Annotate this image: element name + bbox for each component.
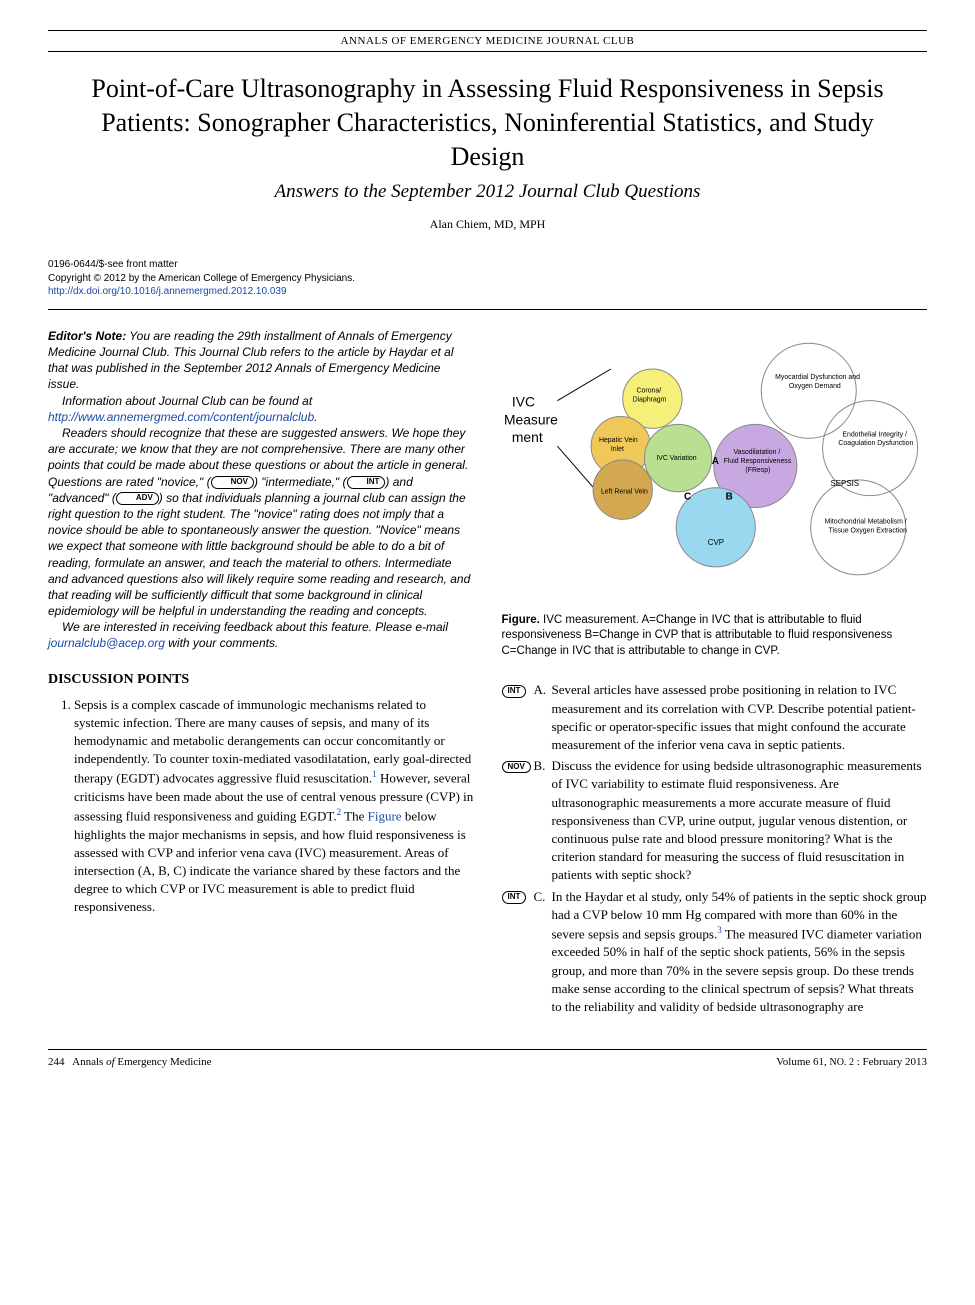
right-column: SEPSIS IVC Measure ment Corona/ Diaphrag… bbox=[502, 328, 928, 1019]
editors-note-p2b: . bbox=[314, 410, 317, 424]
svg-text:Endothelial Integrity /: Endothelial Integrity / bbox=[842, 431, 907, 438]
figure-diagram: SEPSIS IVC Measure ment Corona/ Diaphrag… bbox=[502, 328, 928, 598]
int-badge-a: INT bbox=[502, 685, 527, 697]
svg-text:Vasodilatation /: Vasodilatation / bbox=[733, 449, 780, 456]
svg-text:SEPSIS: SEPSIS bbox=[830, 479, 859, 488]
journal-club-link[interactable]: http://www.annemergmed.com/content/journ… bbox=[48, 410, 314, 424]
two-column-layout: Editor's Note: You are reading the 29th … bbox=[48, 328, 927, 1019]
footer-left: 244 Annals of Emergency Medicine bbox=[48, 1056, 212, 1068]
editors-note: Editor's Note: You are reading the 29th … bbox=[48, 328, 474, 652]
figure-caption-label: Figure. bbox=[502, 614, 540, 626]
journal-section-header: ANNALS OF EMERGENCY MEDICINE JOURNAL CLU… bbox=[48, 30, 927, 52]
svg-text:Oxygen Demand: Oxygen Demand bbox=[788, 383, 840, 390]
figure-caption-text: IVC measurement. A=Change in IVC that is… bbox=[502, 614, 893, 657]
figure-caption: Figure. IVC measurement. A=Change in IVC… bbox=[502, 613, 928, 660]
doi-link[interactable]: http://dx.doi.org/10.1016/j.annemergmed.… bbox=[48, 286, 287, 297]
svg-text:C: C bbox=[684, 492, 691, 503]
footer-right: Volume 61, NO. 2 : February 2013 bbox=[776, 1056, 927, 1068]
discussion-1c: The bbox=[341, 808, 367, 823]
svg-text:Mitochondrial Metabolism /: Mitochondrial Metabolism / bbox=[824, 518, 906, 525]
author-line: Alan Chiem, MD, MPH bbox=[48, 217, 927, 232]
int-badge: INT bbox=[347, 476, 386, 488]
left-column: Editor's Note: You are reading the 29th … bbox=[48, 328, 474, 1019]
editors-note-p4b: with your comments. bbox=[165, 636, 278, 650]
editors-note-p3b: ) "intermediate," ( bbox=[254, 475, 347, 489]
letter-c: C. bbox=[534, 888, 552, 1017]
journal-name-b: Emergency Medicine bbox=[117, 1056, 211, 1068]
svg-text:Inlet: Inlet bbox=[610, 446, 623, 453]
date: : February 2013 bbox=[854, 1056, 927, 1068]
svg-text:Myocardial Dysfunction and: Myocardial Dysfunction and bbox=[775, 374, 860, 381]
svg-text:Measure: Measure bbox=[503, 411, 557, 427]
text-c: In the Haydar et al study, only 54% of p… bbox=[552, 888, 928, 1017]
editors-note-p2a: Information about Journal Club can be fo… bbox=[62, 394, 312, 408]
feedback-email-link[interactable]: journalclub@acep.org bbox=[48, 636, 165, 650]
sub-item-b: NOV B. Discuss the evidence for using be… bbox=[502, 757, 928, 884]
svg-text:Coagulation Dysfunction: Coagulation Dysfunction bbox=[838, 440, 913, 447]
copyright-line2: Copyright © 2012 by the American College… bbox=[48, 272, 927, 286]
discussion-heading: DISCUSSION POINTS bbox=[48, 672, 474, 688]
svg-text:(FResp): (FResp) bbox=[745, 467, 770, 474]
journal-name-a: Annals bbox=[72, 1056, 106, 1068]
int-badge-c: INT bbox=[502, 891, 527, 903]
svg-text:Hepatic Vein: Hepatic Vein bbox=[598, 437, 637, 444]
article-subtitle: Answers to the September 2012 Journal Cl… bbox=[48, 181, 927, 203]
copyright-line1: 0196-0644/$-see front matter bbox=[48, 258, 927, 272]
nov-badge: NOV bbox=[211, 476, 254, 488]
journal-section-text: ANNALS OF EMERGENCY MEDICINE JOURNAL CLU… bbox=[341, 35, 635, 47]
svg-text:Fluid Responsiveness: Fluid Responsiveness bbox=[723, 458, 791, 465]
page-container: ANNALS OF EMERGENCY MEDICINE JOURNAL CLU… bbox=[0, 0, 975, 1092]
article-title: Point-of-Care Ultrasonography in Assessi… bbox=[68, 72, 907, 173]
adv-badge: ADV bbox=[116, 492, 159, 504]
text-a: Several articles have assessed probe pos… bbox=[552, 681, 928, 754]
text-b: Discuss the evidence for using bedside u… bbox=[552, 757, 928, 884]
editors-note-label: Editor's Note: bbox=[48, 329, 126, 343]
editors-note-p4a: We are interested in receiving feedback … bbox=[62, 620, 448, 634]
page-footer: 244 Annals of Emergency Medicine Volume … bbox=[48, 1049, 927, 1068]
discussion-1d: below highlights the major mechanisms in… bbox=[74, 808, 466, 914]
nov-badge-b: NOV bbox=[502, 761, 531, 773]
discussion-item-1: Sepsis is a complex cascade of immunolog… bbox=[74, 696, 474, 917]
svg-text:CVP: CVP bbox=[707, 538, 723, 547]
discussion-list: Sepsis is a complex cascade of immunolog… bbox=[48, 696, 474, 917]
svg-text:ment: ment bbox=[511, 429, 542, 445]
svg-text:Tissue Oxygen Extraction: Tissue Oxygen Extraction bbox=[828, 527, 907, 534]
sub-item-a: INT A. Several articles have assessed pr… bbox=[502, 681, 928, 754]
page-number: 244 bbox=[48, 1056, 65, 1068]
figure-link[interactable]: Figure bbox=[368, 808, 402, 823]
copyright-block: 0196-0644/$-see front matter Copyright ©… bbox=[48, 258, 927, 310]
journal-of: of bbox=[106, 1056, 117, 1068]
svg-text:Corona/: Corona/ bbox=[636, 388, 661, 395]
volume: Volume 61, bbox=[776, 1056, 829, 1068]
issue: NO. 2 bbox=[830, 1057, 854, 1068]
svg-text:Left Renal Vein: Left Renal Vein bbox=[600, 489, 647, 496]
letter-b: B. bbox=[534, 757, 552, 884]
svg-text:A: A bbox=[711, 456, 718, 467]
sub-item-c: INT C. In the Haydar et al study, only 5… bbox=[502, 888, 928, 1017]
svg-text:IVC Variation: IVC Variation bbox=[656, 455, 696, 462]
svg-text:Diaphragm: Diaphragm bbox=[632, 397, 666, 404]
editors-note-p3d: ) so that individuals planning a journal… bbox=[48, 491, 470, 618]
svg-text:IVC: IVC bbox=[511, 393, 534, 409]
sub-question-list: INT A. Several articles have assessed pr… bbox=[502, 681, 928, 1016]
letter-a: A. bbox=[534, 681, 552, 754]
svg-text:B: B bbox=[725, 492, 732, 503]
